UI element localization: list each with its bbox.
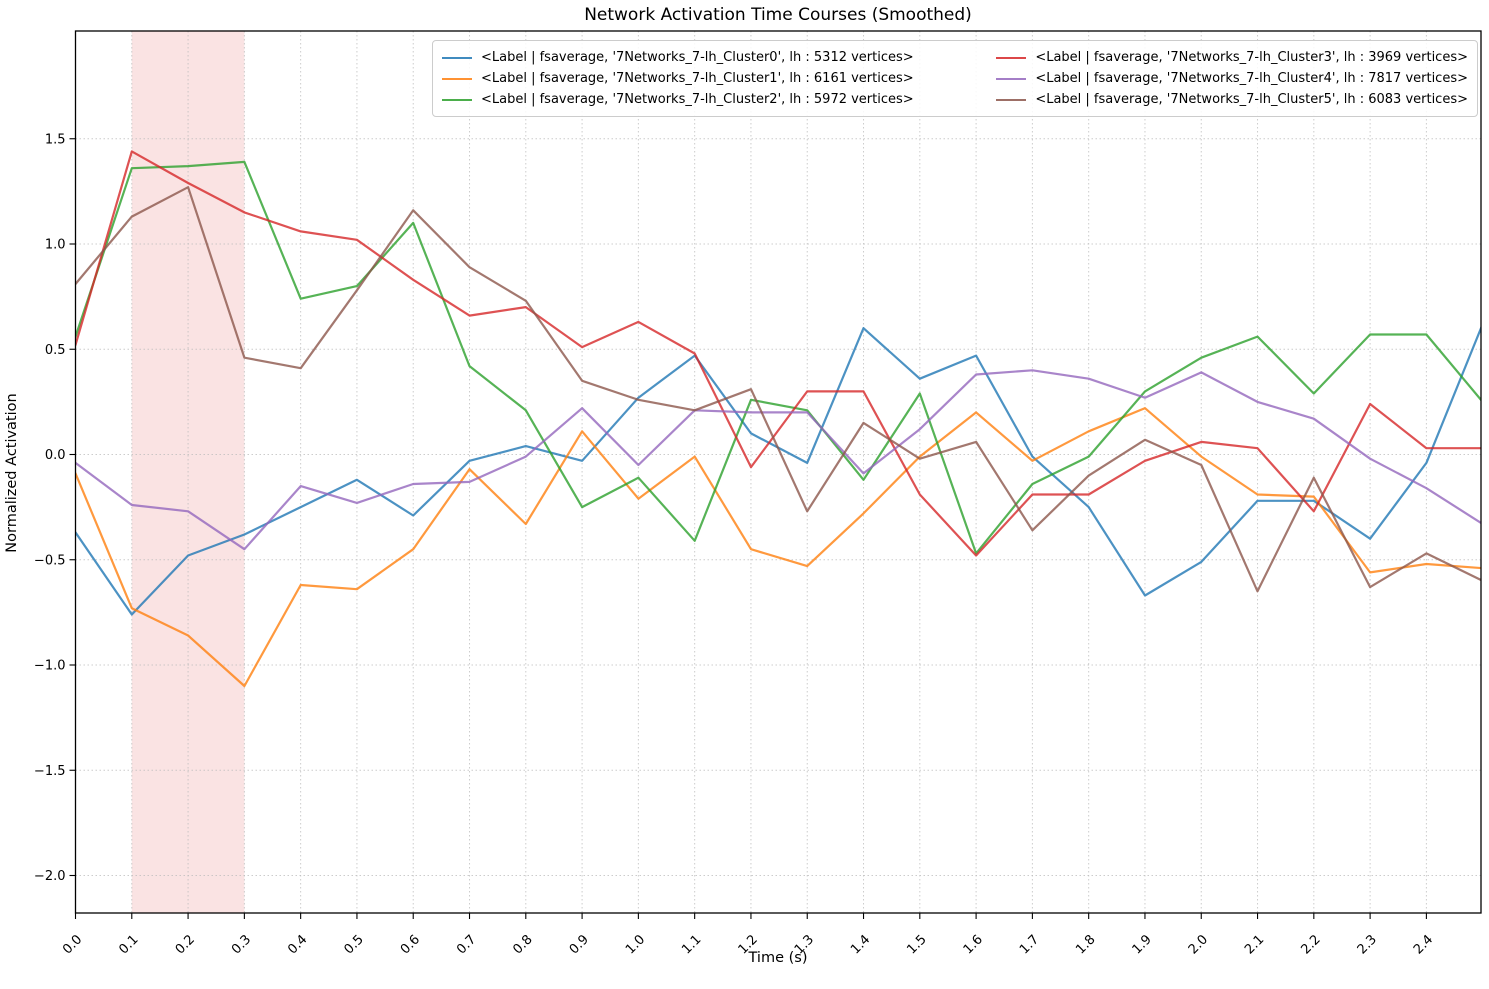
legend-item-cluster3: <Label | fsaverage, '7Networks_7-lh_Clus… xyxy=(996,50,1468,65)
y-tick-label: 1.5 xyxy=(45,132,66,147)
y-tick-label: 1.0 xyxy=(45,238,66,253)
y-tick-label: −2.0 xyxy=(34,869,66,884)
legend-item-cluster1: <Label | fsaverage, '7Networks_7-lh_Clus… xyxy=(442,71,914,86)
legend-line-sample xyxy=(442,56,472,59)
legend-line-sample xyxy=(996,56,1027,59)
legend-item-cluster0: <Label | fsaverage, '7Networks_7-lh_Clus… xyxy=(442,50,914,65)
legend-line-sample xyxy=(442,77,472,80)
legend: <Label | fsaverage, '7Networks_7-lh_Clus… xyxy=(432,40,1478,117)
chart-title: Network Activation Time Courses (Smoothe… xyxy=(584,5,972,25)
series-line-cluster1 xyxy=(75,407,1481,688)
series-line-cluster3 xyxy=(75,150,1481,557)
x-axis-label: Time (s) xyxy=(748,950,808,966)
legend-label: <Label | fsaverage, '7Networks_7-lh_Clus… xyxy=(1035,92,1468,107)
legend-label: <Label | fsaverage, '7Networks_7-lh_Clus… xyxy=(1035,71,1468,86)
series-line-cluster0 xyxy=(75,325,1481,616)
y-tick-label: −1.0 xyxy=(34,659,66,674)
legend-label: <Label | fsaverage, '7Networks_7-lh_Clus… xyxy=(481,50,914,65)
y-tick-label: 0.0 xyxy=(45,448,66,463)
legend-item-cluster4: <Label | fsaverage, '7Networks_7-lh_Clus… xyxy=(996,71,1468,86)
series-line-cluster4 xyxy=(75,369,1481,551)
series-line-cluster2 xyxy=(75,160,1481,555)
series-line-cluster5 xyxy=(75,186,1481,593)
axes-frame xyxy=(74,30,1482,914)
legend-line-sample xyxy=(996,98,1027,101)
y-axis-label: Normalized Activation xyxy=(4,393,20,553)
legend-line-sample xyxy=(442,98,472,101)
legend-line-sample xyxy=(996,77,1027,80)
legend-label: <Label | fsaverage, '7Networks_7-lh_Clus… xyxy=(481,71,914,86)
y-tick-label: −1.5 xyxy=(34,764,66,779)
legend-label: <Label | fsaverage, '7Networks_7-lh_Clus… xyxy=(481,92,914,107)
legend-label: <Label | fsaverage, '7Networks_7-lh_Clus… xyxy=(1035,50,1468,65)
legend-item-cluster2: <Label | fsaverage, '7Networks_7-lh_Clus… xyxy=(442,92,914,107)
y-tick-label: −0.5 xyxy=(34,553,66,568)
legend-item-cluster5: <Label | fsaverage, '7Networks_7-lh_Clus… xyxy=(996,92,1468,107)
y-tick-label: 0.5 xyxy=(45,343,66,358)
